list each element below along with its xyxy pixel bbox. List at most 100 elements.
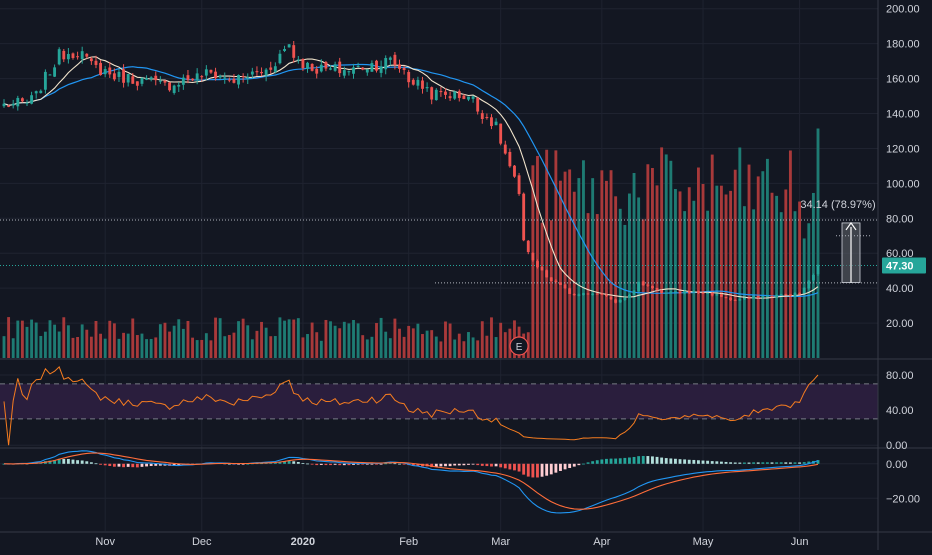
candle-body[interactable] — [623, 297, 627, 300]
candle-body[interactable] — [20, 98, 24, 102]
candle-body[interactable] — [563, 284, 567, 289]
candle-body[interactable] — [678, 291, 682, 294]
candle-body[interactable] — [586, 293, 590, 295]
candle-body[interactable] — [131, 76, 135, 84]
candle-body[interactable] — [770, 295, 774, 297]
candle-body[interactable] — [388, 57, 392, 60]
candle-body[interactable] — [145, 78, 148, 80]
candle-body[interactable] — [756, 295, 760, 298]
candle-body[interactable] — [379, 66, 383, 73]
candle-body[interactable] — [517, 175, 521, 194]
candle-body[interactable] — [453, 91, 457, 99]
candle-body[interactable] — [710, 292, 714, 296]
candle-body[interactable] — [301, 59, 305, 69]
candle-body[interactable] — [559, 282, 562, 285]
candle-body[interactable] — [421, 80, 424, 89]
candle-body[interactable] — [62, 50, 66, 60]
candle-body[interactable] — [508, 151, 512, 167]
candle-body[interactable] — [664, 292, 668, 294]
candle-body[interactable] — [126, 74, 130, 83]
candle-body[interactable] — [283, 48, 286, 51]
candle-body[interactable] — [99, 62, 103, 76]
candle-body[interactable] — [660, 289, 664, 294]
candle-body[interactable] — [108, 67, 112, 75]
candle-body[interactable] — [430, 87, 434, 100]
candle-body[interactable] — [793, 293, 797, 297]
candle-body[interactable] — [683, 291, 687, 294]
candle-body[interactable] — [329, 68, 332, 70]
candle-body[interactable] — [775, 295, 779, 298]
candle-body[interactable] — [204, 69, 208, 76]
candle-body[interactable] — [655, 287, 659, 290]
candle-body[interactable] — [549, 277, 553, 282]
candle-body[interactable] — [255, 71, 259, 73]
candle-body[interactable] — [264, 69, 268, 76]
candle-body[interactable] — [209, 69, 213, 73]
candle-body[interactable] — [25, 102, 29, 104]
candle-body[interactable] — [522, 193, 526, 241]
candle-body[interactable] — [310, 63, 314, 71]
candle-body[interactable] — [16, 97, 20, 107]
candle-body[interactable] — [112, 73, 116, 80]
candle-body[interactable] — [241, 76, 245, 78]
candle-body[interactable] — [149, 77, 153, 79]
candle-body[interactable] — [319, 64, 323, 72]
price-range-measure[interactable]: 34.14 (78.97%) — [800, 199, 876, 283]
candle-body[interactable] — [531, 252, 535, 261]
candle-body[interactable] — [618, 299, 622, 303]
candle-body[interactable] — [490, 117, 493, 127]
candle-body[interactable] — [462, 95, 466, 100]
candle-body[interactable] — [733, 299, 737, 301]
candle-body[interactable] — [384, 58, 388, 70]
candle-body[interactable] — [582, 293, 585, 295]
candle-body[interactable] — [692, 291, 696, 293]
candle-body[interactable] — [439, 91, 443, 93]
candle-body[interactable] — [85, 53, 89, 57]
candle-body[interactable] — [715, 294, 719, 296]
candle-body[interactable] — [568, 288, 572, 294]
candle-body[interactable] — [554, 280, 558, 283]
candle-body[interactable] — [172, 85, 176, 93]
y-axis[interactable]: 20.00 40.00 60.00 80.00 100.00 120.00 140.00 16… — [886, 4, 920, 506]
candle-body[interactable] — [701, 292, 705, 294]
candle-body[interactable] — [788, 294, 792, 296]
candle-body[interactable] — [499, 123, 503, 144]
candle-body[interactable] — [738, 299, 742, 301]
candle-body[interactable] — [2, 103, 6, 107]
candle-body[interactable] — [752, 295, 756, 299]
candle-body[interactable] — [600, 293, 604, 295]
candle-body[interactable] — [494, 121, 498, 126]
candle-body[interactable] — [526, 240, 530, 253]
candle-body[interactable] — [407, 71, 411, 83]
candle-body[interactable] — [195, 73, 199, 81]
candle-body[interactable] — [591, 293, 595, 295]
candle-body[interactable] — [696, 291, 700, 293]
candles[interactable] — [2, 41, 820, 304]
candle-body[interactable] — [784, 294, 788, 296]
candle-body[interactable] — [674, 291, 677, 293]
candle-body[interactable] — [765, 295, 769, 297]
candle-body[interactable] — [729, 297, 733, 301]
candle-body[interactable] — [273, 66, 277, 72]
candle-body[interactable] — [370, 63, 374, 72]
candle-body[interactable] — [411, 79, 415, 85]
candle-body[interactable] — [724, 297, 728, 299]
candle-body[interactable] — [646, 284, 650, 286]
candle-body[interactable] — [11, 103, 15, 106]
candle-body[interactable] — [154, 75, 158, 81]
candle-body[interactable] — [398, 64, 401, 69]
candle-body[interactable] — [425, 87, 429, 89]
candle-body[interactable] — [135, 81, 139, 86]
candle-body[interactable] — [416, 79, 420, 86]
candle-body[interactable] — [186, 75, 190, 81]
candle-body[interactable] — [540, 266, 544, 271]
candle-body[interactable] — [163, 80, 167, 83]
candle-body[interactable] — [572, 293, 576, 296]
candle-body[interactable] — [651, 286, 654, 289]
candle-body[interactable] — [338, 61, 342, 74]
candle-body[interactable] — [352, 67, 355, 74]
candle-body[interactable] — [278, 53, 282, 64]
candle-body[interactable] — [342, 70, 346, 76]
candle-body[interactable] — [66, 53, 70, 60]
